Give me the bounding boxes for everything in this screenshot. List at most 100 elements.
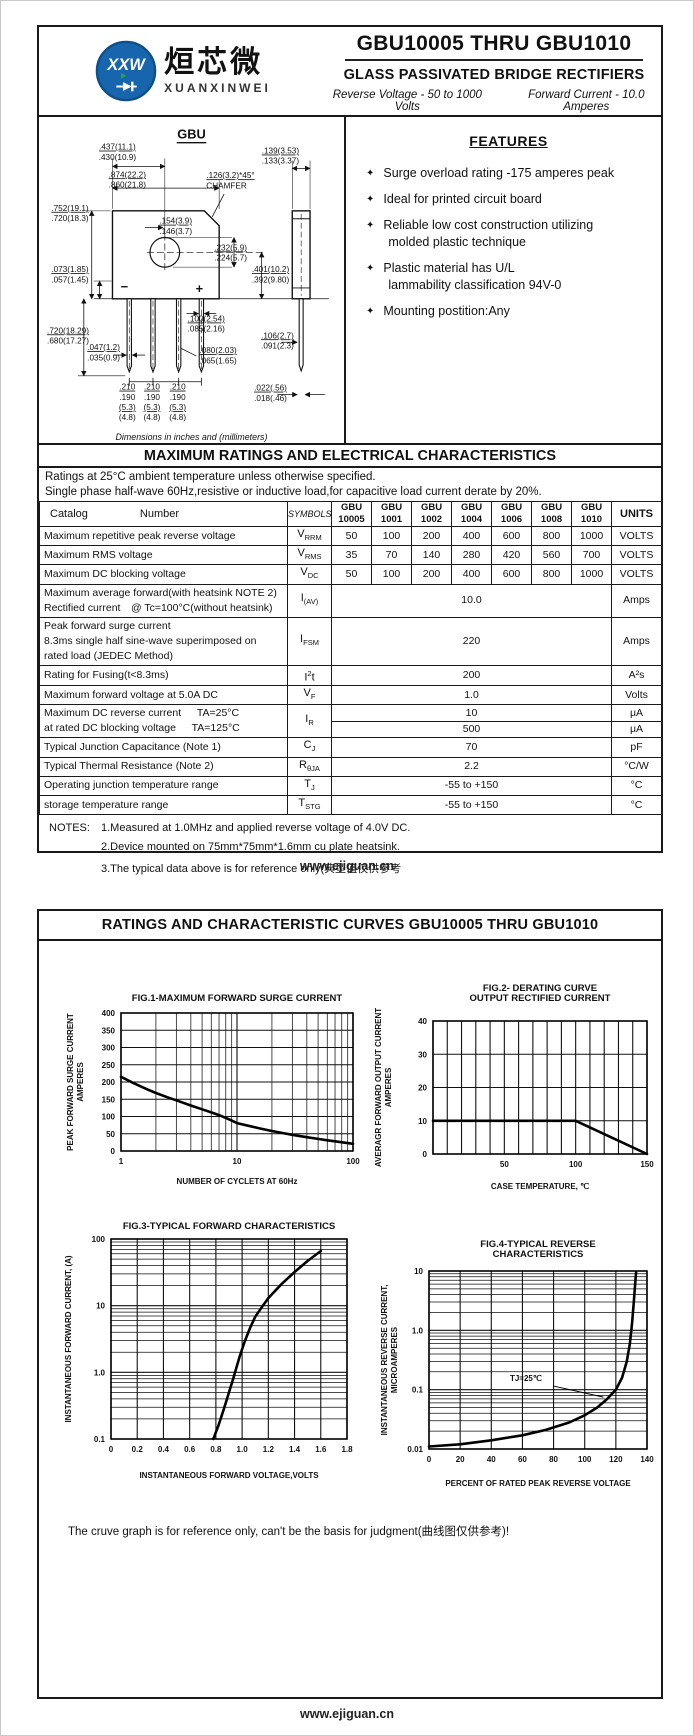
- table-row: Typical Junction Capacitance (Note 1) CJ 7…: [39, 737, 662, 758]
- notes-label: NOTES:: [49, 822, 90, 835]
- table-cell: 200: [331, 664, 612, 687]
- table-cell: Operating junction temperature range: [39, 775, 288, 796]
- svg-text:0.4: 0.4: [158, 1445, 170, 1454]
- table-cell: -55 to +150: [331, 794, 612, 816]
- svg-text:1.8: 1.8: [341, 1445, 353, 1454]
- package-name-label: GBU: [177, 127, 206, 142]
- svg-text:0.1: 0.1: [412, 1386, 424, 1395]
- feature-bullet-icon: ✦: [366, 306, 375, 317]
- svg-text:.752(19.1).720(18.3): .752(19.1) .720(18.3): [51, 204, 89, 223]
- feature-bullet-icon: ✦: [366, 220, 375, 231]
- svg-text:1: 1: [119, 1157, 124, 1166]
- table-row: Rating for Fusing(t<8.3ms) I2t 200 A²s: [39, 664, 662, 687]
- part-number-range: GBU10005 THRU GBU1010: [344, 32, 644, 61]
- table-cell: 560: [531, 545, 572, 566]
- svg-text:TJ=25℃: TJ=25℃: [510, 1374, 542, 1383]
- feature-item: ✦ Reliable low cost construction utilizin…: [366, 218, 594, 249]
- table-cell: 140: [411, 545, 452, 566]
- table-row: Maximum average forward(with heatsink NO…: [39, 583, 662, 618]
- feature-item: ✦ Plastic material has U/L lammability cl…: [366, 261, 562, 292]
- table-row: Peak forward surge current 8.3ms single h…: [39, 616, 662, 666]
- svg-text:NUMBER OF CYCLETS AT 60Hz: NUMBER OF CYCLETS AT 60Hz: [177, 1177, 298, 1186]
- table-cell: GBU 1008: [531, 501, 572, 527]
- svg-text:0: 0: [427, 1455, 432, 1464]
- svg-text:PEAK FORWARD SURGE CURRENT: PEAK FORWARD SURGE CURRENT: [66, 1013, 75, 1151]
- package-drawing-panel: GBU: [39, 117, 346, 443]
- page1-box: XXW 烜芯微 XUANXINWEI GBU10005 THRU GBU1010…: [37, 25, 663, 875]
- table-row: Maximum forward voltage at 5.0A DC VF 1.0 V…: [39, 685, 662, 706]
- svg-text:0.2: 0.2: [132, 1445, 144, 1454]
- table-row: Maximum repetitive peak reverse voltage V…: [39, 525, 662, 547]
- table-cell: °C: [611, 775, 662, 796]
- svg-text:1.0: 1.0: [412, 1326, 424, 1335]
- table-cell: 220: [331, 616, 612, 666]
- table-cell: Maximum DC blocking voltage: [39, 564, 288, 585]
- feature-item: ✦ Mounting postition:Any: [366, 304, 510, 318]
- table-cell: IFSM: [287, 616, 332, 666]
- table-cell: GBU 1004: [451, 501, 492, 527]
- svg-text:1.6: 1.6: [315, 1445, 327, 1454]
- svg-text:60: 60: [518, 1455, 527, 1464]
- table-cell: VOLTS: [611, 564, 662, 585]
- table-cell: Maximum DC reverse current TA=25°C at rat…: [39, 704, 288, 739]
- svg-text:AVERAGR FORWARD OUTPUT CURRENT: AVERAGR FORWARD OUTPUT CURRENT: [374, 1008, 383, 1167]
- table-cell: pF: [611, 737, 662, 758]
- svg-text:.437(11.1).430(10.9): .437(11.1) .430(10.9): [99, 143, 137, 162]
- svg-text:.210.190(5.3)(4.8): .210.190 (5.3) (4.8): [169, 383, 186, 423]
- svg-text:FIG.3-TYPICAL FORWARD CHARACTE: FIG.3-TYPICAL FORWARD CHARACTERISTICS: [123, 1221, 335, 1232]
- table-cell: CJ: [287, 737, 332, 758]
- table-cell: μA μA: [611, 704, 662, 739]
- svg-text:CHARACTERISTICS: CHARACTERISTICS: [493, 1249, 584, 1260]
- svg-text:CASE TEMPERATURE, ℃: CASE TEMPERATURE, ℃: [491, 1182, 589, 1191]
- curves-section-title: RATINGS AND CHARACTERISTIC CURVES GBU100…: [39, 911, 661, 941]
- table-row: Maximum RMS voltage VRMS 35 70 140 280 420 560 7…: [39, 545, 662, 566]
- svg-text:100: 100: [569, 1160, 583, 1169]
- ratings-section-title: MAXIMUM RATINGS AND ELECTRICAL CHARACTER…: [39, 445, 661, 468]
- svg-text:20: 20: [418, 1084, 427, 1093]
- svg-text:AMPERES: AMPERES: [76, 1062, 85, 1102]
- svg-text:INSTANTANEOUS FORWARD CURRENT,: INSTANTANEOUS FORWARD CURRENT, (A): [64, 1255, 73, 1422]
- svg-text:400: 400: [102, 1009, 116, 1018]
- dimension-lines: [77, 158, 325, 398]
- table-cell: 400: [451, 525, 492, 547]
- minus-polarity-mark: −: [121, 279, 129, 294]
- device-type-title: GLASS PASSIVATED BRIDGE RECTIFIERS: [343, 66, 645, 83]
- table-cell: 70: [331, 737, 612, 758]
- notes-items: 1.Measured at 1.0MHz and applied reverse…: [101, 822, 410, 883]
- table-cell: 600: [491, 525, 532, 547]
- svg-text:.720(18.29).680(17.27): .720(18.29) .680(17.27): [47, 326, 89, 345]
- chart-fig2-derating-curve: 50 100 150 0 10 20 30 40 FIG.2- DERATING CURVE OU…: [369, 981, 663, 1199]
- table-cell: 1000: [571, 564, 612, 585]
- table-cell: VF: [287, 685, 332, 706]
- curve-reference-note: The cruve graph is for reference only, c…: [68, 1526, 510, 1538]
- svg-text:200: 200: [102, 1078, 116, 1087]
- feature-bullet-icon: ✦: [366, 263, 375, 274]
- table-cell: 420: [491, 545, 532, 566]
- table-cell: VOLTS: [611, 545, 662, 566]
- svg-text:300: 300: [102, 1044, 116, 1053]
- svg-text:10: 10: [414, 1267, 423, 1276]
- svg-text:50: 50: [106, 1130, 115, 1139]
- svg-text:150: 150: [102, 1095, 116, 1104]
- feature-bullet-icon: ✦: [366, 194, 375, 205]
- svg-text:.080(2.03).065(1.65): .080(2.03) .065(1.65): [199, 346, 237, 365]
- ratings-conditions: Ratings at 25°C ambient temperature unle…: [39, 468, 661, 501]
- svg-text:FIG.1-MAXIMUM FORWARD SURGE CU: FIG.1-MAXIMUM FORWARD SURGE CURRENT: [132, 993, 343, 1004]
- table-cell: 50: [331, 564, 372, 585]
- page2-box: RATINGS AND CHARACTERISTIC CURVES GBU100…: [37, 909, 663, 1699]
- svg-text:INSTANTANEOUS FORWARD VOLTAGE,: INSTANTANEOUS FORWARD VOLTAGE,VOLTS: [139, 1471, 319, 1480]
- table-cell: 200: [411, 564, 452, 585]
- feature-bullet-icon: ✦: [366, 168, 375, 179]
- table-cell: Amps: [611, 583, 662, 618]
- svg-text:.106(2.7).091(2.3): .106(2.7) .091(2.3): [261, 331, 294, 350]
- table-row: Maximum DC blocking voltage VDC 50 100 200 40…: [39, 564, 662, 585]
- svg-text:.401(10.2).392(9.80): .401(10.2) .392(9.80): [252, 265, 290, 284]
- plus-polarity-mark: +: [196, 281, 204, 296]
- website-url: www.ejiguan.cn: [300, 859, 394, 873]
- table-cell: 200: [411, 525, 452, 547]
- ratings-table: Catalog Number SYMBOLS GBU 10005 GBU 1001 GBU 10…: [39, 501, 662, 816]
- table-cell: SYMBOLS: [287, 501, 332, 527]
- svg-text:0: 0: [111, 1147, 116, 1156]
- svg-text:.210.190(5.3)(4.8): .210.190 (5.3) (4.8): [119, 383, 136, 423]
